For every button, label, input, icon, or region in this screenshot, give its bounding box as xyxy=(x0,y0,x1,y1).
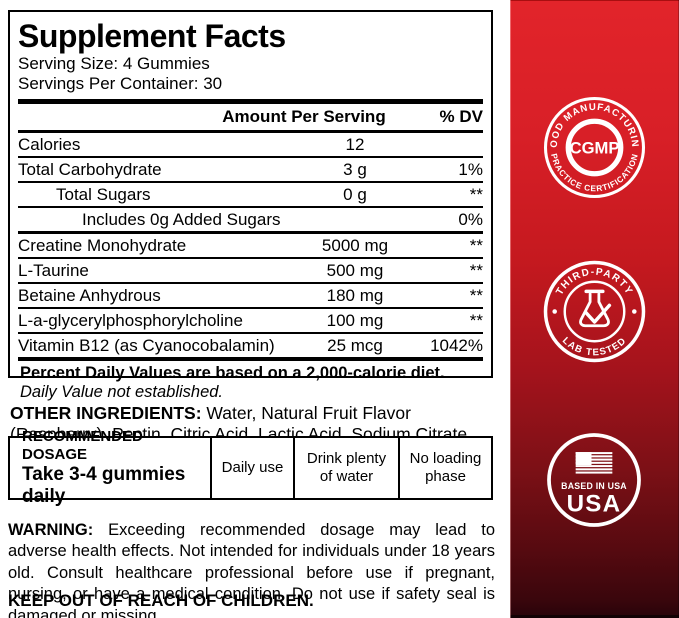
cgmp-inner-ring-icon xyxy=(565,118,624,177)
nutrient-dv: 0% xyxy=(458,209,483,229)
nutrient-dv: ** xyxy=(469,310,483,330)
nutrient-row-alpha-gpc: L-a-glycerylphosphorylcholine 100 mg ** xyxy=(18,309,483,332)
lab-badge-graphic: THIRD-PARTY LAB TESTED xyxy=(543,260,646,363)
nutrient-amount: 180 mg xyxy=(326,285,384,305)
footnote-dv-basis: Percent Daily Values are based on a 2,00… xyxy=(20,364,445,382)
footnote-not-established: Daily Value not established. xyxy=(20,383,224,401)
nutrient-name: Vitamin B12 (as Cyanocobalamin) xyxy=(18,335,275,355)
column-header-row: Amount Per Serving % DV xyxy=(18,104,483,130)
nutrient-row-creatine: Creatine Monohydrate 5000 mg ** xyxy=(18,234,483,257)
nutrient-dv: 1% xyxy=(458,159,483,179)
divider-thick xyxy=(18,231,483,234)
nutrient-name: Betaine Anhydrous xyxy=(18,285,161,305)
lab-outer-ring-icon xyxy=(543,260,646,363)
dosage-cell-drink-water: Drink plenty of water xyxy=(295,438,400,498)
nutrient-row-total-carbohydrate: Total Carbohydrate 3 g 1% xyxy=(18,158,483,181)
flask-icon xyxy=(579,289,612,328)
red-banner: GOOD MANUFACTURING PRACTICE CERTIFICATIO… xyxy=(510,0,679,618)
dosage-cell-no-loading: No loading phase xyxy=(400,438,491,498)
nutrient-name: Calories xyxy=(18,134,81,154)
usa-caption-text: BASED IN USA xyxy=(561,481,627,491)
divider xyxy=(18,156,483,158)
serving-size: Serving Size: 4 Gummies xyxy=(18,54,210,73)
daily-value-footnote: Percent Daily Values are based on a 2,00… xyxy=(18,361,483,402)
nutrient-dv: ** xyxy=(469,184,483,204)
nutrient-amount: 100 mg xyxy=(326,310,384,330)
cgmp-badge-graphic: GOOD MANUFACTURING PRACTICE CERTIFICATIO… xyxy=(542,95,646,199)
usa-flag-icon xyxy=(575,452,613,474)
nutrient-dv: ** xyxy=(469,235,483,255)
nutrient-row-total-sugars: Total Sugars 0 g ** xyxy=(18,183,483,206)
dosage-cell-text: Drink plenty of water xyxy=(306,450,387,485)
nutrient-name: L-a-glycerylphosphorylcholine xyxy=(18,310,243,330)
lab-inner-ring-icon xyxy=(563,280,626,343)
left-dot-icon xyxy=(552,309,557,314)
nutrient-amount: 5000 mg xyxy=(321,235,389,255)
thick-divider-bottom xyxy=(18,357,483,361)
usa-ring-icon xyxy=(547,433,641,527)
divider xyxy=(18,307,483,309)
dosage-heading-cell: RECOMMENDED DOSAGE Take 3-4 gummies dail… xyxy=(10,428,212,507)
nutrient-amount: 12 xyxy=(345,134,365,154)
nutrient-name: L-Taurine xyxy=(18,260,89,280)
column-header-dv: % DV xyxy=(439,107,483,126)
nutrient-name: Total Carbohydrate xyxy=(18,159,162,179)
divider xyxy=(18,206,483,208)
nutrient-name: Includes 0g Added Sugars xyxy=(82,209,281,229)
cgmp-outer-ring-icon xyxy=(543,96,646,199)
dosage-cell-text: Daily use xyxy=(221,459,284,476)
other-ingredients-label: OTHER INGREDIENTS: xyxy=(10,402,202,423)
dosage-cell-text: No loading phase xyxy=(409,450,482,485)
divider xyxy=(18,257,483,259)
divider xyxy=(18,130,483,133)
nutrient-dv: ** xyxy=(469,260,483,280)
divider xyxy=(18,282,483,284)
keep-out-text: KEEP OUT OF REACH OF CHILDREN. xyxy=(8,591,314,610)
nutrient-name: Total Sugars xyxy=(56,184,151,204)
nutrient-amount: 3 g xyxy=(343,159,367,179)
right-dot-icon xyxy=(632,309,637,314)
divider xyxy=(18,332,483,334)
nutrient-dv: 1042% xyxy=(430,335,483,355)
column-header-amount: Amount Per Serving xyxy=(222,107,386,126)
warning-text: WARNING: Exceeding recommended dosage ma… xyxy=(8,520,495,618)
divider xyxy=(18,181,483,183)
usa-badge-graphic: BASED IN USA USA xyxy=(547,433,641,527)
dosage-table: RECOMMENDED DOSAGE Take 3-4 gummies dail… xyxy=(8,428,493,507)
lab-tested-badge: THIRD-PARTY LAB TESTED xyxy=(542,259,647,364)
usa-main-text: USA xyxy=(567,491,622,518)
nutrient-row-calories: Calories 12 xyxy=(18,133,483,156)
usa-badge: BASED IN USA USA xyxy=(544,430,644,530)
cgmp-badge: GOOD MANUFACTURING PRACTICE CERTIFICATIO… xyxy=(542,95,647,200)
dosage-instruction: Take 3-4 gummies daily xyxy=(22,464,186,507)
nutrient-amount: 25 mcg xyxy=(327,335,383,355)
servings-per-container: Servings Per Container: 30 xyxy=(18,74,223,93)
nutrient-row-betaine: Betaine Anhydrous 180 mg ** xyxy=(18,284,483,307)
nutrient-row-added-sugars: Includes 0g Added Sugars 0% xyxy=(18,208,483,231)
nutrient-name: Creatine Monohydrate xyxy=(18,235,187,255)
dosage-heading: RECOMMENDED DOSAGE xyxy=(22,428,143,463)
nutrient-amount: 0 g xyxy=(343,184,367,204)
warning-label: WARNING: xyxy=(8,520,94,539)
nutrient-amount: 500 mg xyxy=(326,260,384,280)
nutrient-row-vitamin-b12: Vitamin B12 (as Cyanocobalamin) 25 mcg 1… xyxy=(18,334,483,357)
dosage-cell-daily-use: Daily use xyxy=(212,438,295,498)
nutrient-row-l-taurine: L-Taurine 500 mg ** xyxy=(18,259,483,282)
cgmp-center-text: CGMP xyxy=(570,139,620,158)
supplement-facts-panel: Supplement Facts Serving Size: 4 Gummies… xyxy=(8,10,493,401)
facts-title: Supplement Facts xyxy=(18,18,286,54)
warning-body: Exceeding recommended dosage may lead to… xyxy=(8,520,495,618)
nutrient-dv: ** xyxy=(469,285,483,305)
thick-divider-top xyxy=(18,99,483,104)
